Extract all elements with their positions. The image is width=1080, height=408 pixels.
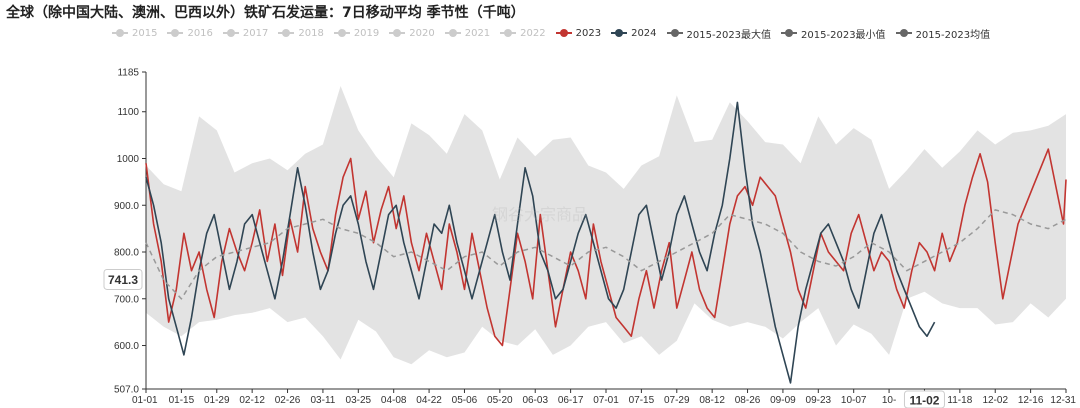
- legend-item-2[interactable]: 2017: [222, 27, 269, 39]
- series-line-2024: [145, 101, 936, 384]
- y-pointer-box: [103, 268, 143, 290]
- chart-title: 全球（除中国大陆、澳洲、巴西以外）铁矿石发运量：7日移动平均 季节性（千吨）: [6, 5, 525, 21]
- x-tick-label: 07-15: [629, 395, 655, 406]
- series-line-2015-2023均值: [145, 209, 1067, 300]
- legend-item-11[interactable]: 2015-2023最小值: [781, 26, 886, 41]
- legend-label: 2022: [520, 27, 546, 39]
- legend-label: 2015-2023均值: [915, 29, 991, 41]
- x-tick-label: 04-08: [381, 395, 407, 406]
- x-tick-label: 08-26: [735, 395, 761, 406]
- x-tick-label: 09-09: [770, 395, 796, 406]
- legend-swatch-icon: [444, 28, 461, 38]
- x-tick-label: 12-16: [1018, 395, 1044, 406]
- y-tick-label: 900.0: [114, 201, 139, 212]
- chart-series: [145, 101, 1067, 384]
- chart-legend: 2015 2016 2017 2018 2019 2020 2021 2022 2023 2024…: [112, 25, 1000, 41]
- x-tick-label: 10-07: [841, 395, 867, 406]
- legend-label: 2019: [353, 27, 380, 39]
- x-tick-label: 02-12: [239, 395, 265, 406]
- watermark: 钢谷大宗商品: [492, 205, 588, 224]
- legend-item-0[interactable]: 2015: [112, 28, 157, 39]
- x-tick-label: 11-18: [947, 395, 972, 406]
- legend-label: 2024: [631, 27, 657, 39]
- legend-label: 2017: [242, 27, 269, 39]
- legend-swatch-icon: [611, 28, 628, 38]
- legend-swatch-icon: [781, 28, 798, 38]
- legend-swatch-icon: [112, 28, 128, 38]
- y-tick-label: 507.0: [114, 385, 139, 396]
- x-tick-label: 01-15: [169, 395, 195, 406]
- legend-item-9[interactable]: 2024: [611, 27, 657, 39]
- legend-item-3[interactable]: 2018: [278, 27, 324, 39]
- legend-label: 2020: [409, 27, 435, 39]
- min-max-band: [146, 86, 1066, 365]
- y-pointer-text: 741.3: [108, 273, 138, 287]
- legend-swatch-icon: [895, 28, 912, 38]
- x-tick-label: 12-02: [982, 395, 1008, 406]
- x-tick-label: 01-01: [132, 395, 158, 406]
- y-tick-label: 1000: [117, 154, 140, 165]
- y-tick-label: 600.0: [114, 341, 139, 352]
- legend-item-12[interactable]: 2015-2023均值: [895, 26, 991, 41]
- series-line-2023: [145, 148, 1067, 347]
- legend-swatch-icon: [666, 28, 683, 38]
- legend-swatch-icon: [333, 28, 350, 38]
- y-tick-label: 700.0: [114, 294, 139, 305]
- legend-label: 2015-2023最大值: [686, 29, 772, 41]
- x-pointer-box: [903, 390, 945, 408]
- legend-item-10[interactable]: 2015-2023最大值: [666, 26, 772, 41]
- legend-item-7[interactable]: 2022: [500, 27, 546, 39]
- x-tick-label: 08-12: [699, 395, 725, 406]
- x-tick-label: 10-: [882, 395, 896, 406]
- chart-axes: 507.0 600.0 700.0 800.0 900.0 1000 1100 1185 01-…: [114, 68, 1076, 407]
- legend-item-6[interactable]: 2021: [444, 27, 491, 39]
- x-tick-label: 01-29: [204, 395, 230, 406]
- legend-swatch-icon: [500, 28, 517, 38]
- legend-swatch-icon: [278, 28, 295, 38]
- x-tick-label: 07-01: [593, 395, 619, 406]
- x-tick-label: 03-25: [346, 395, 372, 406]
- x-tick-label: 12-31: [1050, 395, 1076, 406]
- x-tick-label: 06-17: [558, 395, 584, 406]
- legend-label: 2018: [298, 27, 324, 39]
- x-pointer-text: 11-02: [909, 394, 939, 408]
- y-tick-label: 1185: [117, 68, 139, 79]
- x-pointer-label: 11-02: [903, 390, 945, 408]
- x-tick-label: 03-11: [311, 395, 336, 406]
- y-pointer-label: 741.3: [103, 268, 143, 290]
- legend-swatch-icon: [389, 28, 406, 38]
- legend-label: 2015: [132, 27, 158, 39]
- legend-swatch-icon: [222, 28, 239, 38]
- band-area: [146, 86, 1066, 365]
- x-tick-label: 07-29: [664, 395, 690, 406]
- x-tick-label: 04-22: [416, 395, 442, 406]
- legend-label: 2021: [464, 27, 491, 39]
- y-tick-label: 1100: [117, 107, 139, 118]
- legend-item-8[interactable]: 2023: [555, 27, 602, 39]
- x-tick-label: 09-23: [806, 395, 832, 406]
- legend-swatch-icon: [167, 28, 184, 38]
- legend-item-4[interactable]: 2019: [333, 27, 380, 39]
- legend-label: 2016: [187, 27, 213, 39]
- x-tick-label: 05-20: [487, 395, 513, 406]
- axis-pointer: 741.3 11-02: [103, 268, 945, 408]
- x-tick-label: 06-03: [522, 395, 548, 406]
- legend-label: 2023: [575, 27, 602, 39]
- legend-item-1[interactable]: 2016: [167, 27, 213, 39]
- legend-item-5[interactable]: 2020: [389, 27, 435, 39]
- x-tick-label: 02-26: [275, 395, 301, 406]
- legend-label: 2015-2023最小值: [801, 29, 886, 41]
- x-tick-label: 05-06: [452, 395, 478, 406]
- legend-swatch-icon: [555, 28, 572, 38]
- y-tick-label: 800.0: [114, 248, 139, 259]
